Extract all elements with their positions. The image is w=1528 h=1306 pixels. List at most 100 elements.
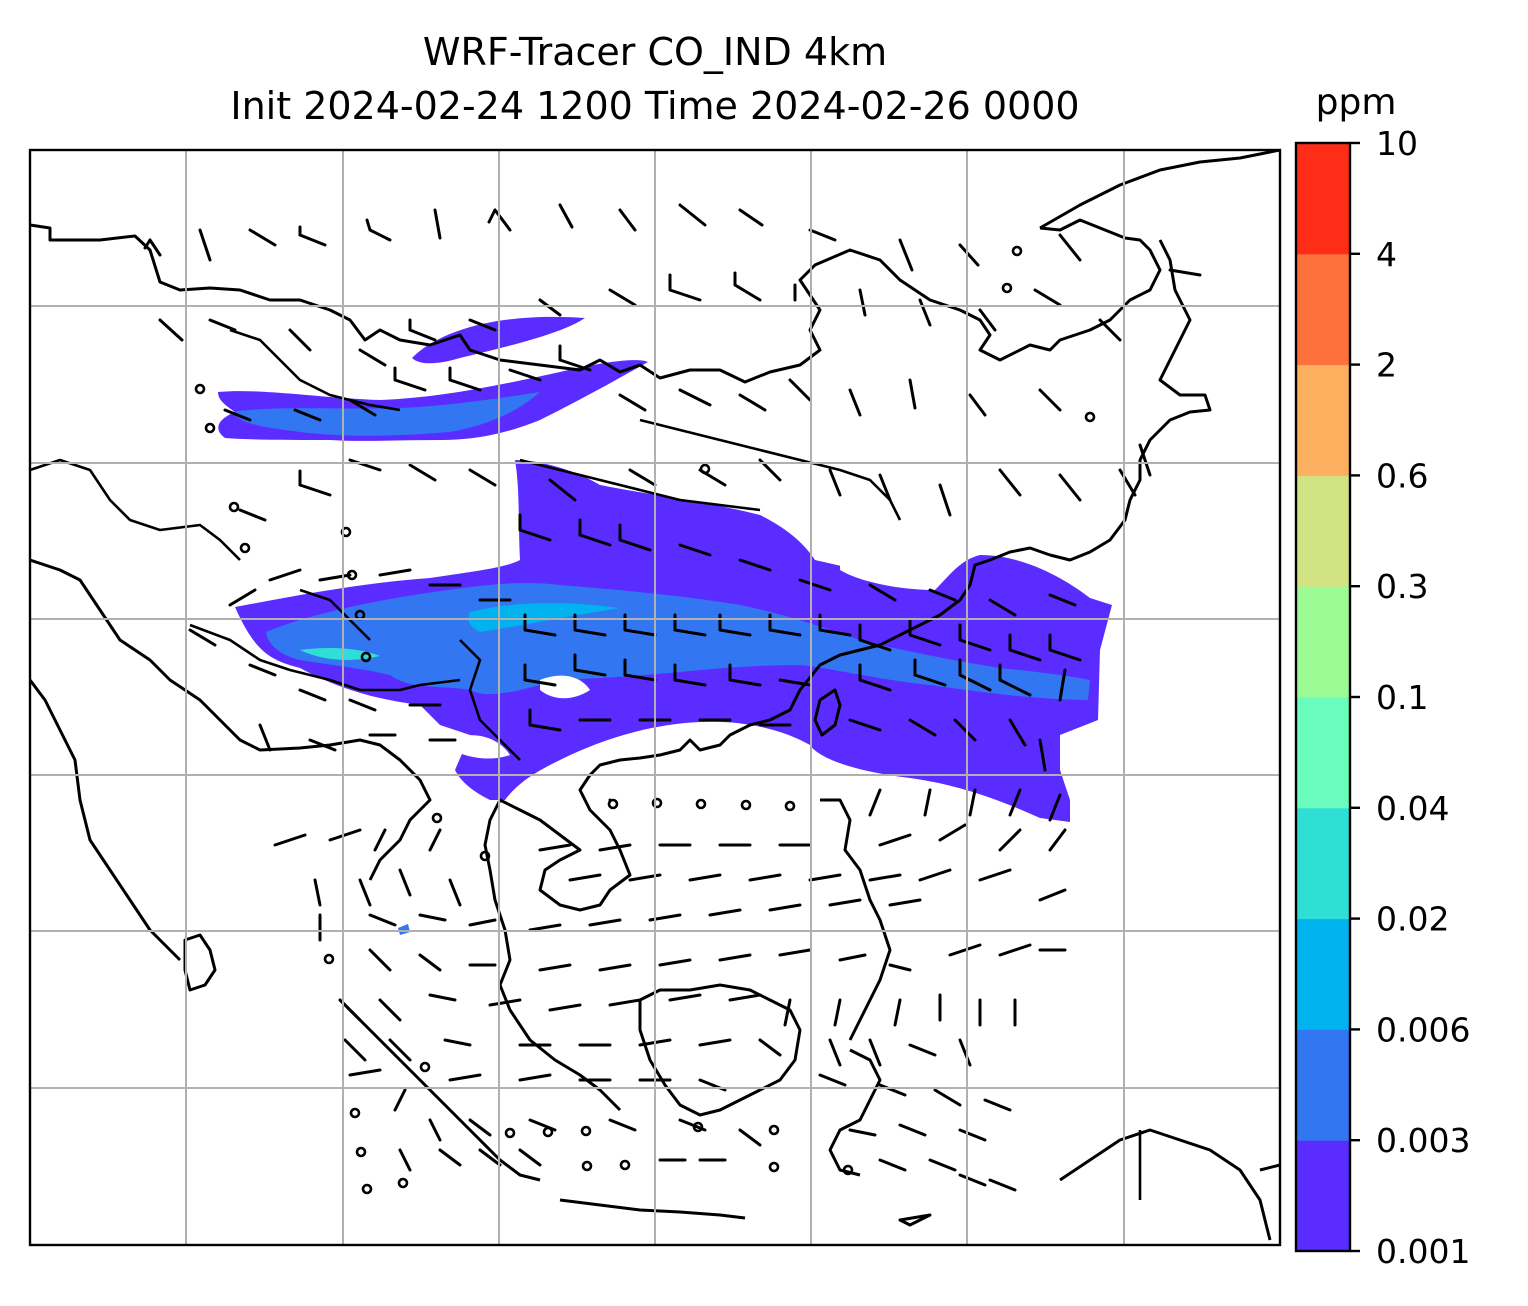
coast-timor — [898, 1213, 932, 1227]
calm-marker — [504, 1127, 516, 1139]
barb — [958, 1173, 987, 1187]
calm-marker — [361, 1183, 373, 1195]
barb — [938, 823, 967, 842]
barb — [468, 918, 497, 927]
barb — [978, 308, 997, 332]
barb — [248, 663, 277, 677]
coast-borneo — [638, 983, 802, 1117]
barb — [878, 833, 912, 847]
coast-taiwan — [813, 688, 842, 737]
barb — [578, 518, 612, 547]
barb — [828, 898, 862, 907]
calm-marker — [349, 1107, 361, 1119]
barb — [1118, 468, 1137, 497]
barb — [518, 1073, 552, 1082]
barb — [618, 523, 652, 552]
barb — [408, 318, 437, 342]
barb — [708, 908, 742, 917]
barb — [783, 998, 792, 1027]
colorbar: 0.001 0.003 0.006 0.02 0.04 0.1 0.3 0.6 2 4 10 — [1294, 124, 1470, 1271]
barb — [518, 513, 552, 542]
barb — [928, 1158, 957, 1172]
barb — [538, 843, 572, 852]
colorbar-tick-label: 0.001 — [1376, 1232, 1470, 1271]
chart-title-line1: WRF-Tracer CO_IND 4km — [422, 30, 888, 74]
barb — [378, 998, 402, 1022]
barb — [223, 408, 252, 422]
calm-marker — [768, 1124, 780, 1136]
barb — [393, 1088, 407, 1112]
barb — [328, 828, 362, 842]
barb — [1038, 888, 1067, 902]
calm-marker — [204, 422, 216, 434]
barb — [833, 998, 842, 1027]
barb — [768, 903, 802, 912]
barb — [1058, 233, 1082, 262]
barb — [978, 868, 1012, 882]
coast-sumatra — [338, 998, 541, 1182]
colorbar-tick-label: 2 — [1376, 346, 1397, 385]
barb — [143, 238, 162, 257]
barb — [348, 1068, 382, 1077]
barb — [968, 788, 977, 817]
calm-marker — [360, 651, 372, 663]
barb — [198, 228, 212, 262]
barb — [878, 1083, 907, 1097]
colorbar-unit-label: ppm — [1315, 82, 1397, 123]
barb — [858, 623, 892, 652]
barb — [558, 344, 592, 372]
barb — [478, 1148, 502, 1167]
barb — [828, 468, 842, 497]
barb — [948, 943, 982, 957]
barb — [293, 408, 322, 422]
colorbar-segment — [1296, 1029, 1350, 1141]
barb — [758, 1038, 782, 1057]
barb — [673, 663, 707, 687]
barb — [568, 873, 602, 882]
calm-marker — [397, 1177, 409, 1189]
map-frame — [28, 148, 1282, 1247]
barb — [448, 1073, 482, 1082]
barb — [468, 1118, 492, 1137]
barb — [378, 568, 412, 577]
border-6 — [639, 418, 902, 521]
barb — [678, 388, 712, 407]
border-3 — [189, 623, 461, 692]
barb — [923, 788, 932, 817]
barb — [373, 828, 387, 852]
barb — [688, 873, 722, 882]
coast-malay — [508, 1009, 622, 1112]
barb — [573, 613, 607, 637]
barb — [1008, 718, 1027, 747]
barb — [698, 1038, 732, 1047]
barb — [918, 868, 952, 882]
barb — [888, 963, 912, 972]
barb — [523, 613, 557, 637]
barb — [778, 678, 812, 687]
calm-marker — [1011, 245, 1023, 257]
barb — [668, 993, 702, 1002]
coast-asia-north — [30, 218, 1162, 384]
barb — [1048, 793, 1062, 822]
plume-north-medium — [232, 392, 540, 436]
barb — [908, 1043, 937, 1057]
barb — [718, 953, 752, 962]
barb — [548, 478, 577, 502]
barb — [728, 993, 762, 1002]
colorbar-segment — [1296, 697, 1350, 809]
barb — [428, 828, 442, 852]
barb — [678, 203, 707, 227]
barb — [768, 613, 802, 637]
barb — [298, 469, 332, 497]
barb — [908, 718, 937, 737]
barb — [528, 923, 562, 932]
coast-newguinea — [1059, 1128, 1272, 1241]
colorbar-tick-label: 0.6 — [1376, 456, 1428, 495]
barb — [398, 868, 412, 897]
barb — [598, 843, 632, 852]
barb — [818, 1073, 847, 1087]
coast-australia — [1259, 1163, 1280, 1172]
barb — [893, 998, 902, 1027]
barb — [738, 393, 767, 412]
barb — [868, 583, 897, 602]
